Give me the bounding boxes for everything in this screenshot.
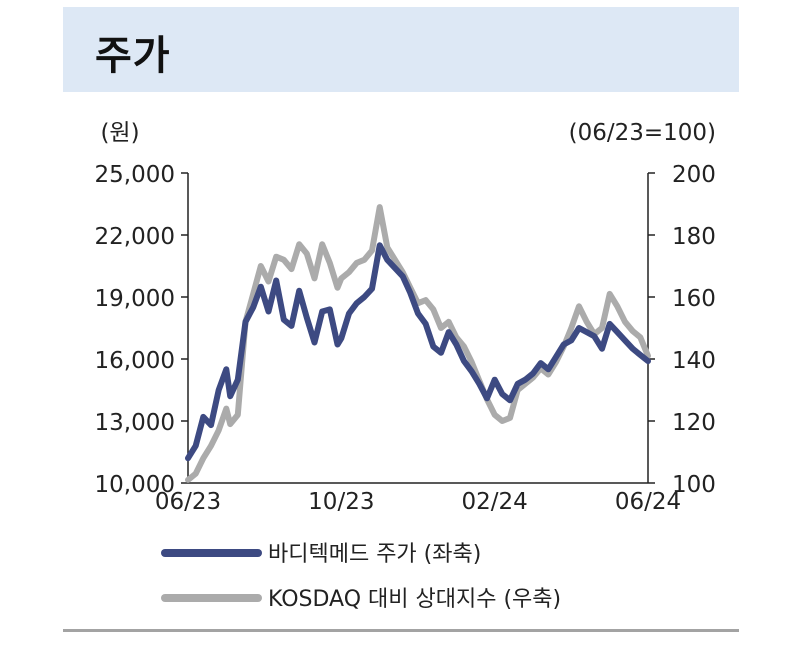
right-axis-tick-label: 140 — [672, 348, 716, 374]
right-axis-tick-label: 200 — [672, 162, 716, 188]
title-band: 주가 — [63, 7, 739, 92]
bottom-divider — [63, 629, 739, 632]
x-axis-tick-label: 06/24 — [615, 489, 681, 515]
left-axis-tick-label: 19,000 — [95, 286, 175, 312]
left-axis-tick-label: 10,000 — [95, 472, 175, 498]
left-axis-tick-label: 25,000 — [95, 162, 175, 188]
x-axis-tick-label: 02/24 — [462, 489, 528, 515]
right-axis-tick-label: 120 — [672, 410, 716, 436]
series-line-bodytech-price — [185, 242, 651, 462]
legend-label: KOSDAQ 대비 상대지수 (우축) — [268, 587, 561, 612]
right-axis-tick-label: 160 — [672, 286, 716, 312]
page-title: 주가 — [95, 33, 171, 79]
left-axis-tick-label: 22,000 — [95, 224, 175, 250]
x-axis-tick-label: 10/23 — [308, 489, 374, 515]
series-line-kosdaq-relative — [185, 204, 651, 483]
x-axis-tick-label: 06/23 — [155, 489, 221, 515]
right-axis-tick-label: 180 — [672, 224, 716, 250]
right-axis-unit-label: (06/23=100) — [569, 120, 716, 146]
legend-label: 바디텍메드 주가 (좌축) — [268, 542, 481, 567]
left-axis-unit-label: (원) — [100, 120, 139, 146]
right-axis-tick-label: 100 — [672, 472, 716, 498]
left-axis-tick-label: 16,000 — [95, 348, 175, 374]
left-axis-tick-label: 13,000 — [95, 410, 175, 436]
